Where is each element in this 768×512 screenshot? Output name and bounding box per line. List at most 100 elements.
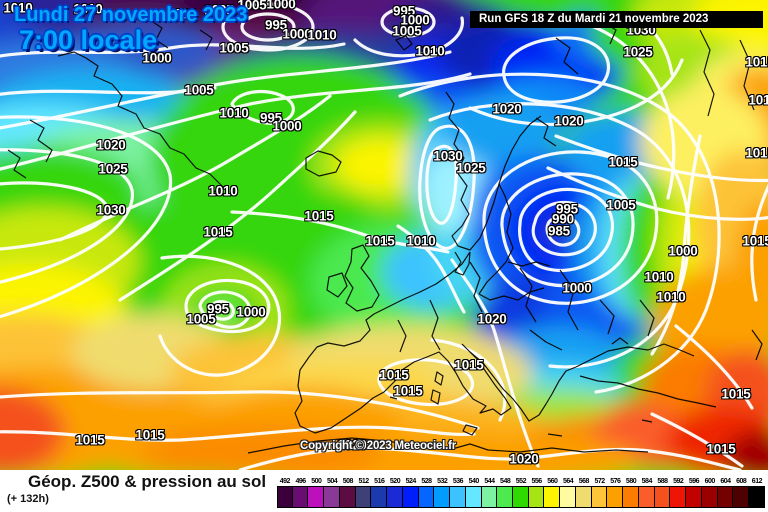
colorbar-cell: 572	[591, 477, 608, 508]
colorbar-cell: 540	[465, 477, 482, 508]
colorbar-value: 584	[641, 478, 653, 485]
colorbar-cell: 600	[701, 477, 718, 508]
colorbar-swatch	[733, 486, 750, 508]
colorbar-swatch	[402, 486, 419, 508]
colorbar-value: 560	[547, 478, 558, 485]
colorbar-cell: 504	[324, 477, 340, 508]
colorbar-value: 516	[374, 478, 385, 485]
colorbar-value: 588	[657, 478, 668, 485]
colorbar-value: 568	[578, 478, 590, 485]
colorbar-swatch	[749, 486, 765, 508]
colorbar-cell: 604	[717, 477, 734, 508]
colorbar-swatch	[560, 486, 576, 508]
colorbar-swatch	[686, 486, 702, 508]
colorbar-value: 576	[610, 478, 621, 485]
colorbar-cell: 508	[339, 477, 356, 508]
colorbar-cell: 588	[654, 477, 671, 508]
colorbar-swatch	[324, 486, 340, 508]
colorbar-swatch	[308, 486, 325, 508]
colorbar-value: 532	[437, 478, 448, 485]
colorbar-swatch	[717, 486, 734, 508]
colorbar-value: 520	[389, 478, 401, 485]
colorbar-swatch	[670, 486, 687, 508]
colorbar-swatch	[277, 486, 293, 508]
colorbar-cell: 576	[607, 477, 624, 508]
colorbar-value: 556	[531, 478, 543, 485]
colorbar-value: 500	[311, 478, 322, 485]
colorbar-cell: 548	[497, 477, 514, 508]
colorbar-value: 528	[421, 478, 432, 485]
colorbar-value: 508	[342, 478, 354, 485]
colorbar-swatch	[654, 486, 671, 508]
geopotential-field	[0, 0, 768, 470]
colorbar-value: 608	[736, 478, 747, 485]
colorbar-value: 600	[704, 478, 716, 485]
colorbar-swatch	[434, 486, 451, 508]
colorbar-value: 548	[500, 478, 511, 485]
colorbar-cell: 496	[292, 477, 309, 508]
colorbar-value: 592	[673, 478, 684, 485]
run-info-banner: Run GFS 18 Z du Mardi 21 novembre 2023	[470, 11, 763, 28]
colorbar-swatch	[418, 486, 435, 508]
colorbar-cell: 552	[513, 477, 529, 508]
colorbar-swatch	[339, 486, 356, 508]
valid-date: Lundi 27 novembre 2023	[14, 4, 248, 26]
colorbar-swatch	[355, 486, 372, 508]
colorbar-value: 604	[720, 478, 731, 485]
colorbar-cell: 500	[308, 477, 325, 508]
colorbar-value: 512	[358, 478, 369, 485]
colorbar-value: 540	[468, 478, 480, 485]
colorbar-value: 572	[594, 478, 605, 485]
colorbar-cell: 568	[575, 477, 592, 508]
colorbar-swatch	[497, 486, 514, 508]
colorbar-swatch	[638, 486, 655, 508]
colorbar-value: 596	[688, 478, 700, 485]
colorbar: 492 496 500 504 508 512 516 520 524 528 532 536 540 5…	[277, 477, 765, 508]
colorbar-value: 496	[295, 478, 307, 485]
colorbar-swatch	[544, 486, 561, 508]
legend-bar: Géop. Z500 & pression au sol (+ 132h) 49…	[0, 470, 768, 512]
colorbar-swatch	[528, 486, 545, 508]
map-title: Géop. Z500 & pression au sol	[28, 472, 267, 491]
colorbar-cell: 596	[686, 477, 702, 508]
colorbar-cell: 492	[277, 477, 293, 508]
colorbar-cell: 532	[434, 477, 451, 508]
colorbar-swatch	[607, 486, 624, 508]
colorbar-cell: 612	[749, 477, 765, 508]
colorbar-swatch	[575, 486, 592, 508]
colorbar-value: 536	[452, 478, 464, 485]
forecast-offset: (+ 132h)	[7, 493, 49, 505]
colorbar-value: 564	[562, 478, 574, 485]
colorbar-swatch	[623, 486, 639, 508]
colorbar-cell: 520	[387, 477, 403, 508]
colorbar-cell: 544	[481, 477, 498, 508]
colorbar-cell: 564	[560, 477, 576, 508]
isobar-contours	[0, 2, 768, 470]
colorbar-swatch	[513, 486, 529, 508]
colorbar-swatch	[481, 486, 498, 508]
colorbar-value: 552	[515, 478, 527, 485]
colorbar-swatch	[465, 486, 482, 508]
colorbar-value: 504	[326, 478, 338, 485]
colorbar-value: 492	[279, 478, 291, 485]
coastlines	[7, 19, 763, 454]
colorbar-swatch	[292, 486, 309, 508]
colorbar-cell: 608	[733, 477, 750, 508]
copyright-text: Copyright © 2023 Meteociel.fr	[300, 440, 457, 452]
colorbar-cell: 536	[450, 477, 466, 508]
colorbar-cell: 528	[418, 477, 435, 508]
colorbar-swatch	[450, 486, 466, 508]
colorbar-cell: 516	[371, 477, 388, 508]
colorbar-value: 544	[484, 478, 495, 485]
colorbar-cell: 560	[544, 477, 561, 508]
colorbar-swatch	[387, 486, 403, 508]
colorbar-cell: 556	[528, 477, 545, 508]
colorbar-value: 580	[625, 478, 637, 485]
colorbar-cell: 584	[638, 477, 655, 508]
colorbar-cell: 580	[623, 477, 639, 508]
colorbar-cell: 512	[355, 477, 372, 508]
colorbar-value: 612	[751, 478, 763, 485]
colorbar-swatch	[371, 486, 388, 508]
color-field	[0, 0, 768, 470]
